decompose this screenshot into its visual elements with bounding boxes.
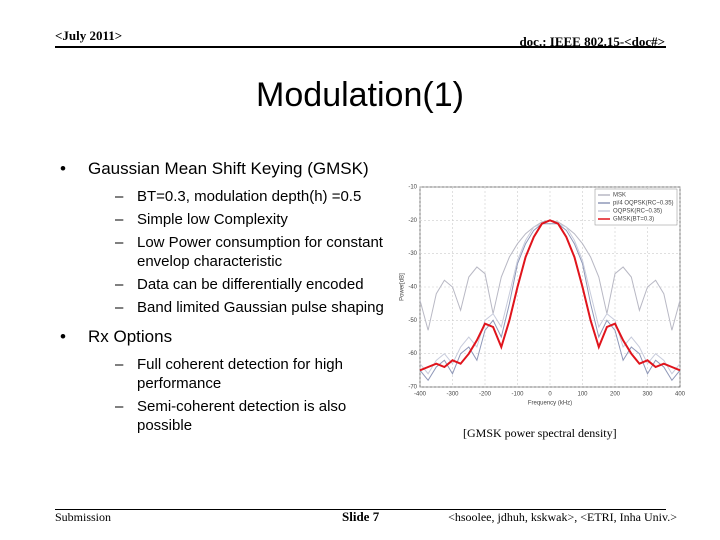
sub-bullet: – Band limited Gaussian pulse shaping <box>115 298 400 317</box>
y-tick-label: -50 <box>408 318 417 324</box>
header-left: <July 2011> <box>55 28 123 43</box>
sub-bullet-text: Semi-coherent detection is also possible <box>137 398 347 434</box>
footer-center: Slide 7 <box>342 509 380 524</box>
sub-bullet-dash: – <box>115 188 124 205</box>
bullet: • Gaussian Mean Shift Keying (GMSK) <box>60 159 400 179</box>
sub-bullet: – Low Power consumption for constant enve… <box>115 233 400 271</box>
bullet-text: Gaussian Mean Shift Keying (GMSK) <box>88 159 369 178</box>
y-axis-label: Power[dB] <box>400 273 406 301</box>
y-tick-label: -40 <box>408 285 417 291</box>
y-tick-label: -60 <box>408 351 417 357</box>
legend-label: MSK <box>613 193 626 199</box>
sub-bullet: – Semi-coherent detection is also possibl… <box>115 397 400 435</box>
sub-bullet-dash: – <box>115 211 124 228</box>
x-tick-label: 200 <box>610 392 621 398</box>
bullet-dot: • <box>60 159 66 178</box>
sub-bullet-text: Low Power consumption for constant envel… <box>137 234 383 270</box>
sub-bullet: – Full coherent detection for high perfor… <box>115 355 400 393</box>
slide-title: Modulation(1) <box>256 76 464 114</box>
sub-bullet: – Simple low Complexity <box>115 210 400 229</box>
x-tick-label: 300 <box>642 392 653 398</box>
footer-left: Submission <box>55 510 112 524</box>
legend-label: OQPSK(RC~0.35) <box>613 209 662 215</box>
y-tick-label: -30 <box>408 251 417 257</box>
sub-bullet-text: Data can be differentially encoded <box>137 276 364 293</box>
bullet-dot: • <box>60 327 66 346</box>
series-line <box>419 219 681 372</box>
x-tick-label: 0 <box>548 392 552 398</box>
series-line <box>419 223 681 382</box>
x-tick-label: -300 <box>446 392 459 398</box>
x-tick-label: -200 <box>479 392 492 398</box>
figure: -10 -20 -30 -40 -50 -60 -70-400 -300 -200 -100 0 10… <box>400 185 686 407</box>
x-tick-label: -100 <box>511 392 524 398</box>
legend-label: pi/4 OQPSK(RC~0.35) <box>613 201 674 207</box>
footer-right: <hsoolee, jdhuh, kskwak>, <ETRI, Inha Un… <box>448 510 677 524</box>
sub-bullet-dash: – <box>115 356 124 373</box>
sub-bullet-dash: – <box>115 299 124 316</box>
x-tick-label: -400 <box>414 392 427 398</box>
figure-caption: [GMSK power spectral density] <box>463 426 617 440</box>
sub-bullet: – Data can be differentially encoded <box>115 275 400 294</box>
header-right: doc.: IEEE 802.15-<doc#> <box>519 34 665 49</box>
sub-bullet-dash: – <box>115 234 124 251</box>
x-tick-label: 400 <box>675 392 686 398</box>
sub-bullet-text: Simple low Complexity <box>137 211 288 228</box>
y-tick-label: -70 <box>408 385 417 391</box>
y-tick-label: -20 <box>408 218 417 224</box>
bullet-list: • Gaussian Mean Shift Keying (GMSK) – BT=0.… <box>60 159 400 439</box>
sub-bullet-text: Band limited Gaussian pulse shaping <box>137 299 384 316</box>
sub-bullet-dash: – <box>115 276 124 293</box>
header-rule <box>55 46 666 48</box>
sub-bullet-text: BT=0.3, modulation depth(h) =0.5 <box>137 188 362 205</box>
bullet-text: Rx Options <box>88 327 173 346</box>
legend-label: GMSK(BT=0.3) <box>613 217 654 223</box>
x-tick-label: 100 <box>577 392 588 398</box>
footer-rule <box>55 509 666 510</box>
x-axis-label: Frequency (kHz) <box>528 401 572 407</box>
sub-bullet-text: Full coherent detection for high perform… <box>137 356 343 392</box>
sub-bullet: – BT=0.3, modulation depth(h) =0.5 <box>115 187 400 206</box>
bullet: • Rx Options <box>60 327 400 347</box>
y-tick-label: -10 <box>408 185 417 191</box>
sub-bullet-dash: – <box>115 398 124 415</box>
